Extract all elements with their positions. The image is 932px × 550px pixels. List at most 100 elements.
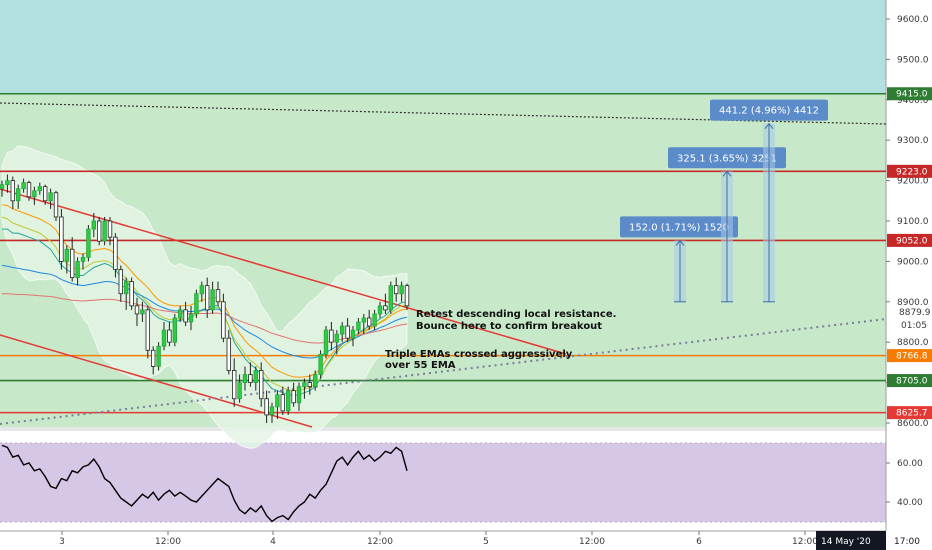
- price-tick-label: 9500.0: [897, 55, 929, 65]
- price-tick-label: 8800.0: [897, 338, 929, 348]
- candle: [145, 305, 150, 359]
- time-tick-label: 5: [483, 537, 489, 547]
- trendlines: [0, 102, 887, 428]
- candle-body: [75, 260, 80, 278]
- candle-body: [124, 281, 129, 295]
- time-tag: 17:00: [894, 537, 920, 547]
- time-axis-bg[interactable]: [0, 531, 886, 550]
- level-tag-bg: [887, 87, 932, 101]
- annotation-ema-line1: Triple EMAs crossed aggressively: [385, 349, 573, 360]
- candle: [377, 301, 383, 318]
- level-tag-bg: [887, 374, 932, 388]
- candle: [339, 322, 345, 343]
- candle-body: [318, 353, 323, 375]
- candle: [59, 208, 64, 270]
- level-tag-label: 8705.0: [896, 377, 928, 387]
- target-label-box: [710, 99, 828, 121]
- candle-body: [194, 293, 199, 315]
- candle: [10, 176, 15, 209]
- ema-line: [1, 264, 408, 359]
- candles: [0, 174, 410, 423]
- candle-body: [258, 370, 264, 400]
- date-tag-bg: [816, 531, 886, 550]
- price-axis-tags: 9415.0 9223.0 9052.0 8766.8 8705.0 8625.7: [887, 87, 932, 420]
- candle-body: [231, 370, 237, 400]
- target-arrowhead: [675, 239, 685, 246]
- candle: [204, 277, 210, 318]
- candle: [264, 390, 269, 423]
- target-label: 152.0 (1.71%) 1520: [629, 222, 729, 233]
- candle-body: [167, 329, 172, 343]
- candle-body: [339, 325, 345, 335]
- candle-body: [161, 329, 167, 347]
- candle: [323, 326, 329, 359]
- rsi-indicator: 60.00 40.00: [1, 444, 923, 523]
- candle: [32, 186, 37, 205]
- candle-body: [307, 382, 312, 388]
- candle: [302, 378, 307, 399]
- candle-body: [383, 305, 388, 311]
- candle: [210, 281, 215, 314]
- candle-body: [97, 220, 102, 242]
- candle: [188, 305, 194, 331]
- candle: [237, 374, 242, 403]
- candle-body: [37, 186, 42, 192]
- candle: [161, 322, 167, 351]
- candle-body: [43, 186, 48, 202]
- candle: [134, 297, 140, 327]
- pane-separator: [0, 427, 886, 431]
- price-tick-label: 9100.0: [897, 217, 929, 227]
- candle-body: [404, 285, 410, 307]
- rsi-tick-label: 60.00: [897, 459, 923, 469]
- candle: [393, 277, 399, 302]
- candle-body: [253, 370, 258, 384]
- level-tag-bg: [887, 349, 932, 363]
- candle: [350, 326, 356, 347]
- candle-body: [172, 317, 177, 343]
- time-tick-label: 12:00: [367, 537, 393, 547]
- candle: [75, 257, 80, 286]
- candle: [258, 362, 264, 407]
- candle: [221, 293, 226, 343]
- candle: [129, 277, 134, 310]
- candle-body: [10, 180, 15, 202]
- candle: [285, 386, 291, 415]
- candle: [107, 216, 113, 246]
- candle: [253, 366, 258, 391]
- candle-body: [156, 345, 161, 367]
- candle: [248, 362, 253, 387]
- candle: [388, 281, 393, 314]
- candle-body: [323, 329, 329, 355]
- candle-body: [86, 228, 91, 258]
- candle: [177, 305, 183, 322]
- candle-body: [399, 285, 404, 295]
- candle: [97, 216, 102, 246]
- candle: [215, 281, 221, 306]
- candle-body: [177, 309, 183, 319]
- annotation-retest-line2: Bounce here to confirm breakout: [416, 321, 602, 332]
- candle-body: [242, 374, 248, 383]
- candle-body: [5, 180, 10, 186]
- level-tag-label: 8766.8: [896, 352, 928, 362]
- level-tag-label: 9223.0: [896, 167, 928, 177]
- candle-body: [129, 281, 134, 307]
- candle-body: [372, 313, 377, 327]
- candle-body: [199, 285, 204, 295]
- candle: [53, 190, 59, 221]
- candle: [91, 212, 96, 238]
- candle-body: [226, 337, 231, 371]
- candle: [280, 386, 285, 415]
- candle-body: [210, 289, 215, 311]
- time-tick-label: 12:00: [579, 537, 605, 547]
- target-label-box: [620, 216, 738, 238]
- candle-body: [183, 309, 188, 323]
- candle: [5, 174, 10, 193]
- level-tag-bg: [887, 406, 932, 420]
- candle-body: [70, 248, 75, 278]
- date-tag: 14 May '20: [821, 537, 871, 547]
- candle-body: [350, 329, 356, 339]
- price-tick-label: 9300.0: [897, 136, 929, 146]
- candle-body: [53, 192, 59, 218]
- candle: [140, 301, 145, 322]
